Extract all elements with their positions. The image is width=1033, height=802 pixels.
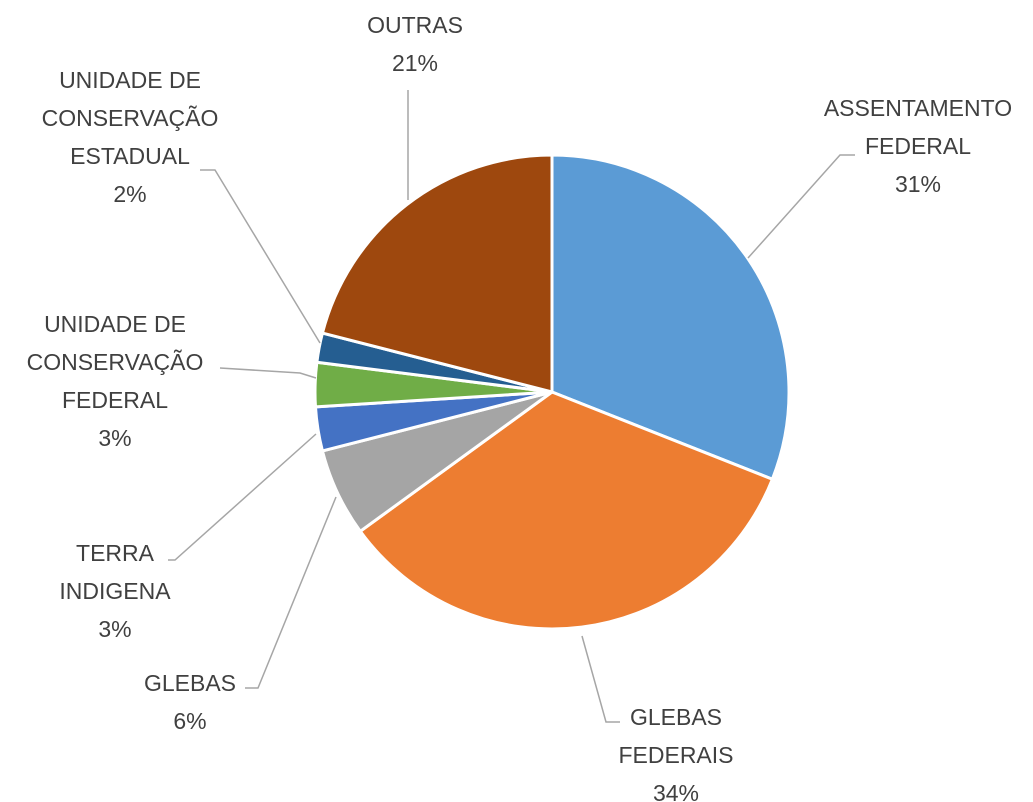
value-label: 3% <box>98 616 132 642</box>
category-label: GLEBAS <box>143 670 237 696</box>
category-label: UNIDADE DE CONSERVAÇÃO ESTADUAL <box>41 67 219 169</box>
leader-line <box>168 433 317 561</box>
data-label: OUTRAS 21% <box>345 6 485 82</box>
value-label: 6% <box>173 708 207 734</box>
pie-slice <box>320 153 554 394</box>
leader-line <box>200 169 321 344</box>
data-label: GLEBAS FEDERAIS 34% <box>606 698 746 802</box>
leader-line <box>219 367 317 379</box>
category-label: OUTRAS <box>367 12 463 38</box>
value-label: 31% <box>894 171 942 197</box>
data-label: UNIDADE DE CONSERVAÇÃO FEDERAL 3% <box>15 305 215 457</box>
value-label: 34% <box>652 780 700 802</box>
pie-slice <box>358 390 775 631</box>
category-label: TERRA INDIGENA <box>59 540 171 604</box>
data-label: UNIDADE DE CONSERVAÇÃO ESTADUAL 2% <box>30 61 230 213</box>
value-label: 2% <box>113 181 147 207</box>
data-label: GLEBAS 6% <box>120 664 260 740</box>
pie-slice <box>550 153 791 482</box>
leader-line <box>245 496 337 689</box>
category-label: ASSENTAMENTO FEDERAL <box>823 95 1013 159</box>
data-label: ASSENTAMENTO FEDERAL 31% <box>803 89 1033 203</box>
value-label: 3% <box>98 425 132 451</box>
category-label: GLEBAS FEDERAIS <box>618 704 734 768</box>
leader-line <box>581 635 620 723</box>
value-label: 21% <box>391 50 439 76</box>
data-label: TERRA INDIGENA 3% <box>45 534 185 648</box>
leader-line <box>747 154 855 259</box>
category-label: UNIDADE DE CONSERVAÇÃO FEDERAL <box>26 311 204 413</box>
